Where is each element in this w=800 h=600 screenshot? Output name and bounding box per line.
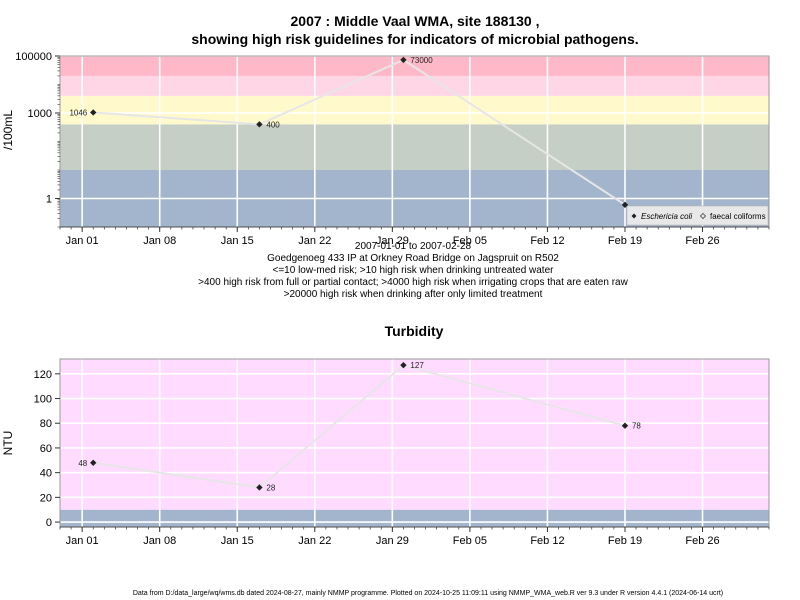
x-tick-label-8: Feb 26	[685, 535, 719, 547]
data-point-0	[90, 459, 97, 466]
risk-band-0	[60, 509, 769, 527]
x-tick-label-4: Jan 29	[376, 535, 409, 547]
data-label-0: 48	[78, 459, 87, 468]
ecoli-chart: 2007 : Middle Vaal WMA, site 188130 , sh…	[1, 13, 770, 300]
y-tick-label-5: 100	[34, 394, 52, 406]
turbidity-y-axis-label: NTU	[1, 431, 15, 456]
turbidity-axes: Jan 01 Jan 08 Jan 15 Jan 22 Jan 29 Feb 05 Feb …	[34, 369, 770, 547]
annotation-date-range: 2007-01-01 to 2007-02-28	[355, 241, 472, 252]
x-tick-label-8: Feb 26	[685, 235, 719, 247]
annotation-treatment: >20000 high risk when drinking after onl…	[284, 289, 543, 300]
legend-faecal: faecal coliforms	[710, 212, 766, 221]
data-point-2	[400, 56, 407, 64]
x-tick-label-5: Feb 05	[453, 235, 487, 247]
y-tick-label-1: 1000	[28, 108, 52, 120]
risk-band-2	[60, 95, 769, 125]
x-tick-label-7: Feb 19	[608, 235, 642, 247]
turbidity-bands	[60, 359, 769, 527]
y-tick-label-3: 60	[40, 443, 52, 455]
data-point-3	[621, 422, 629, 429]
axes: Jan 01 Jan 08 Jan 15 Jan 22 Jan 29 Feb 05 Feb …	[15, 51, 770, 247]
legend-box	[626, 205, 769, 226]
risk-bands	[60, 56, 769, 227]
data-point-0	[90, 109, 97, 116]
chart-title-line1: 2007 : Middle Vaal WMA, site 188130 ,	[291, 13, 540, 29]
x-tick-label-7: Feb 19	[608, 535, 642, 547]
footer-note: Data from D:/data_large/wq/wms.db dated …	[133, 590, 723, 597]
series-line-0	[93, 364, 626, 489]
x-tick-label-3: Jan 22	[298, 535, 331, 547]
data-label-0: 1046	[69, 108, 87, 117]
y-tick-label-6: 120	[34, 369, 52, 381]
data-point-1	[256, 484, 263, 491]
x-tick-label-5: Feb 05	[453, 535, 487, 547]
data-point-3	[621, 201, 629, 209]
x-tick-label-2: Jan 15	[221, 235, 254, 247]
data-label-1: 400	[266, 120, 280, 129]
series-layer: 1046 400 73000	[69, 56, 629, 209]
chart-title-line2: showing high risk guidelines for indicat…	[191, 31, 638, 47]
legend-marker-faecal	[699, 212, 707, 220]
data-label-3: 78	[632, 422, 641, 431]
y-tick-label-4: 80	[40, 418, 52, 430]
risk-band-1	[60, 124, 769, 170]
x-tick-label-4: Jan 29	[376, 235, 409, 247]
annotation-drinking: <=10 low-med risk; >10 high risk when dr…	[273, 265, 555, 276]
y-tick-label-2: 40	[40, 468, 52, 480]
legend-ecoli: Eschericia coli	[641, 212, 692, 221]
series-line-0	[93, 58, 626, 206]
x-tick-label-0: Jan 01	[66, 535, 99, 547]
x-tick-label-3: Jan 22	[298, 235, 331, 247]
x-tick-label-2: Jan 15	[221, 535, 254, 547]
risk-band-1	[60, 359, 769, 510]
x-tick-label-6: Feb 12	[530, 535, 564, 547]
data-point-1	[256, 121, 263, 128]
risk-band-3	[60, 75, 769, 96]
y-axis-label: /100mL	[1, 110, 15, 150]
x-tick-label-0: Jan 01	[66, 235, 99, 247]
x-tick-label-1: Jan 08	[143, 535, 176, 547]
legend-marker-ecoli	[631, 213, 637, 219]
annotation-site: Goedgenoeg 433 IP at Orkney Road Bridge …	[267, 253, 559, 264]
x-tick-label-1: Jan 08	[143, 235, 176, 247]
y-tick-label-1: 20	[40, 492, 52, 504]
turbidity-grid-lines	[60, 359, 769, 527]
turbidity-title: Turbidity	[385, 323, 444, 339]
data-point-2	[400, 361, 407, 369]
data-label-1: 28	[266, 483, 275, 492]
data-label-2: 73000	[410, 56, 433, 65]
annotations: 2007-01-01 to 2007-02-28 Goedgenoeg 433 …	[198, 241, 628, 300]
y-tick-label-0: 1	[46, 194, 52, 206]
annotation-contact: >400 high risk from full or partial cont…	[198, 277, 628, 288]
data-label-2: 127	[410, 361, 424, 370]
turbidity-series-layer: 48 28 127 78	[78, 361, 641, 492]
y-tick-label-2: 100000	[15, 51, 52, 63]
y-tick-label-0: 0	[46, 517, 52, 529]
legend: Eschericia coli faecal coliforms	[626, 205, 769, 226]
x-tick-label-6: Feb 12	[530, 235, 564, 247]
